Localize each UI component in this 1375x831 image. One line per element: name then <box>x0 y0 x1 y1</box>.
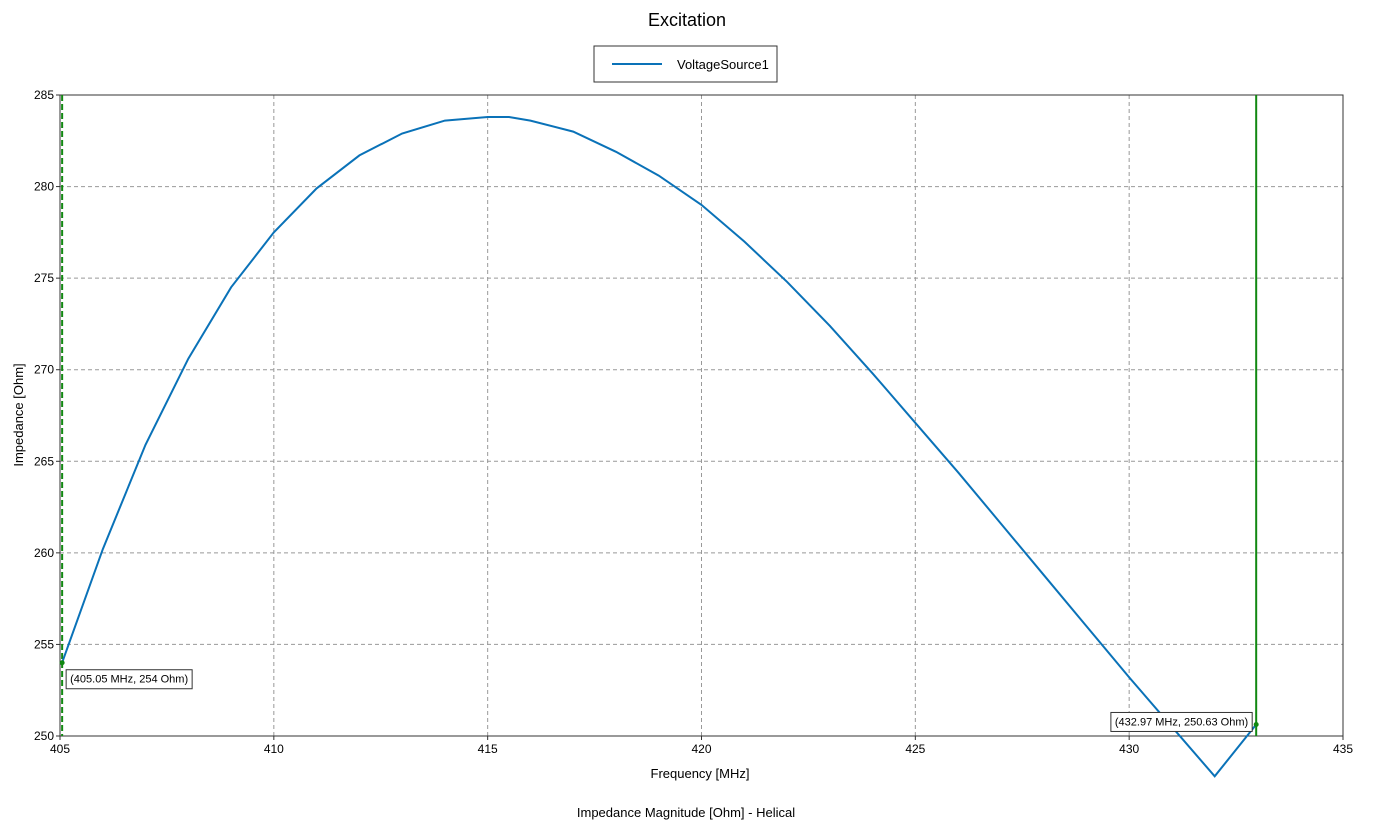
markers <box>61 95 1258 736</box>
y-tick-label: 285 <box>34 88 54 102</box>
chart-footer: Impedance Magnitude [Ohm] - Helical <box>577 805 795 820</box>
marker-point <box>59 660 65 666</box>
x-axis-label: Frequency [MHz] <box>651 766 750 781</box>
marker-text: (432.97 MHz, 250.63 Ohm) <box>1115 716 1248 728</box>
x-axis: 405 410 415 420 425 430 435 <box>50 736 1353 756</box>
chart-title: Excitation <box>648 10 726 30</box>
marker-label: (405.05 MHz, 254 Ohm) <box>59 660 193 690</box>
x-tick-label: 405 <box>50 742 70 756</box>
legend[interactable]: VoltageSource1 <box>593 45 778 83</box>
x-tick-label: 430 <box>1119 742 1139 756</box>
x-tick-label: 425 <box>905 742 925 756</box>
y-axis-label: Impedance [Ohm] <box>11 363 26 466</box>
marker-labels: (405.05 MHz, 254 Ohm) (432.97 MHz, 250.63… <box>59 660 1259 732</box>
x-tick-label: 410 <box>264 742 284 756</box>
x-tick-label: 435 <box>1333 742 1353 756</box>
legend-label: VoltageSource1 <box>677 57 769 72</box>
marker-text: (405.05 MHz, 254 Ohm) <box>70 674 188 686</box>
y-axis: 250 255 260 265 270 275 280 285 <box>34 88 60 743</box>
marker-label: (432.97 MHz, 250.63 Ohm) <box>1110 711 1259 732</box>
y-tick-label: 255 <box>34 637 54 651</box>
y-tick-label: 275 <box>34 271 54 285</box>
y-tick-label: 270 <box>34 363 54 377</box>
series-layer <box>61 116 1257 778</box>
y-tick-label: 250 <box>34 729 54 743</box>
series-line[interactable] <box>61 116 1257 778</box>
plot-area <box>59 94 1344 737</box>
marker-point <box>1253 721 1259 727</box>
grid <box>60 95 1343 736</box>
marker-box <box>65 669 193 690</box>
x-tick-label: 415 <box>478 742 498 756</box>
y-tick-label: 265 <box>34 454 54 468</box>
x-tick-label: 420 <box>691 742 711 756</box>
marker-box <box>1110 711 1253 732</box>
y-tick-label: 260 <box>34 546 54 560</box>
y-tick-label: 280 <box>34 180 54 194</box>
